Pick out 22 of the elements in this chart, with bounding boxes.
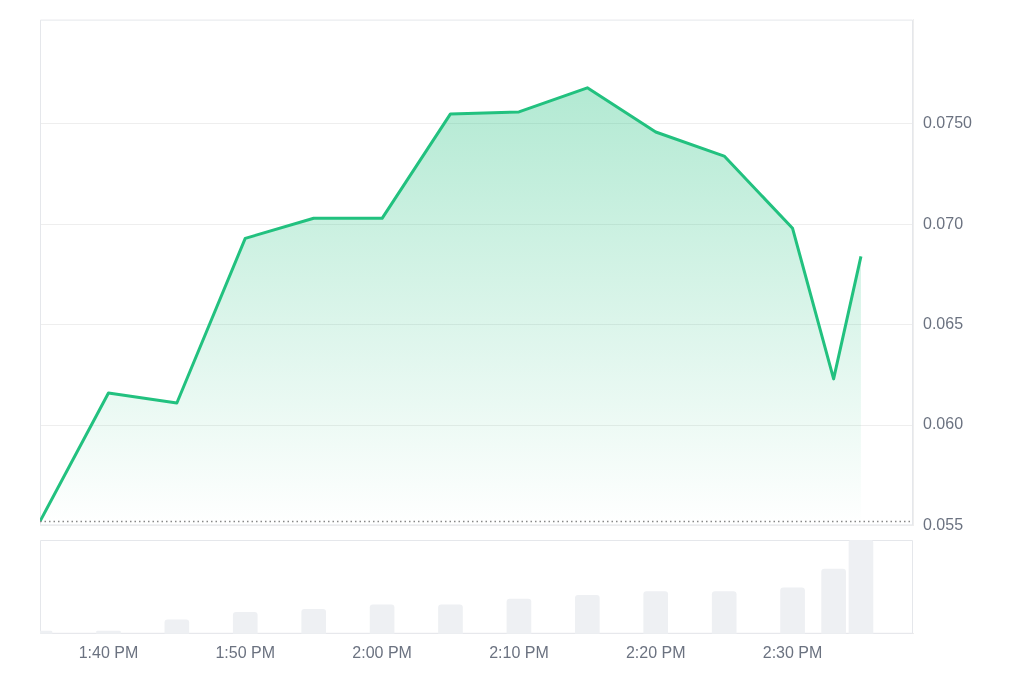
x-tick-label: 1:40 PM — [78, 643, 139, 661]
bar — [232, 611, 258, 634]
y-tick-label: 0.055 — [923, 515, 964, 533]
bar — [821, 568, 846, 634]
y-tick-label: 0.060 — [923, 415, 964, 433]
bar — [369, 604, 395, 634]
bar — [711, 591, 737, 634]
x-tick-label: 2:20 PM — [625, 643, 686, 661]
bar — [438, 604, 463, 634]
y-tick-label: 0.065 — [923, 315, 964, 333]
x-tick-label: 2:30 PM — [762, 643, 823, 661]
x-tick-label: 2:00 PM — [352, 643, 412, 661]
x-tick-label: 2:10 PM — [489, 643, 549, 661]
bar — [575, 595, 600, 634]
bar — [506, 598, 532, 634]
x-tick-label: 1:50 PM — [215, 643, 276, 661]
bar — [164, 619, 190, 634]
bar — [301, 609, 327, 634]
bar — [643, 591, 669, 634]
y-tick-label: 0.0750 — [923, 114, 973, 132]
bar — [780, 587, 805, 634]
y-tick-label: 0.070 — [923, 214, 964, 232]
